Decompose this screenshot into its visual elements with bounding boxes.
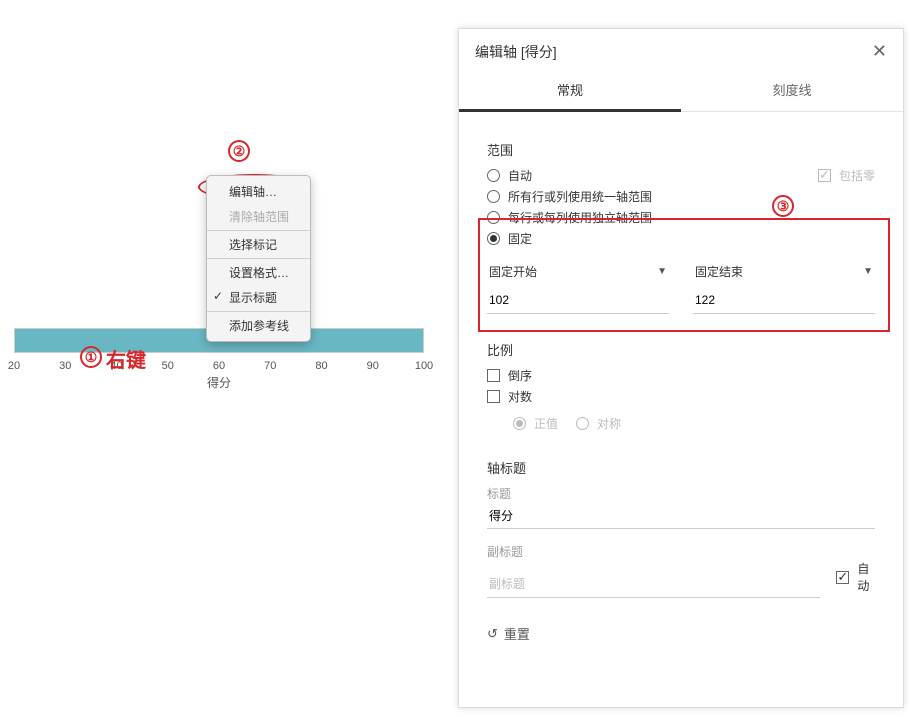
subtitle-field-label: 副标题	[487, 543, 875, 560]
menu-separator	[207, 311, 310, 312]
symmetric-radio	[576, 417, 589, 430]
axis-tick: 80	[315, 360, 327, 372]
range-auto-radio[interactable]	[487, 169, 500, 182]
annotation-rect-fixed	[478, 218, 890, 332]
menu-item-label: 选择标记	[229, 238, 277, 252]
subtitle-input[interactable]	[487, 571, 820, 598]
menu-separator	[207, 258, 310, 259]
reverse-checkbox[interactable]	[487, 369, 500, 382]
annotation-step-1: ①	[80, 346, 102, 368]
annotation-step-1-text: 右键	[106, 344, 146, 373]
tab-ticks[interactable]: 刻度线	[681, 70, 903, 111]
dialog-title: 编辑轴 [得分]	[475, 42, 557, 62]
annotation-step-2: ②	[228, 140, 250, 162]
edit-axis-dialog: 编辑轴 [得分] ✕ 常规 刻度线 范围 自动 包括零 所有行或列使用统一轴范围…	[458, 28, 904, 708]
subtitle-auto-label: 自动	[857, 560, 875, 594]
range-uniform-radio[interactable]	[487, 190, 500, 203]
menu-item[interactable]: ✓ 显示标题	[207, 285, 310, 310]
menu-item-label: 编辑轴…	[229, 185, 277, 199]
menu-item: 清除轴范围	[207, 204, 310, 229]
axis-tick: 30	[59, 360, 71, 372]
axis-title: 得分	[14, 374, 424, 391]
annotation-step-3: ③	[772, 195, 794, 217]
axis-tick: 60	[213, 360, 225, 372]
positive-radio	[513, 417, 526, 430]
axis-tick: 90	[367, 360, 379, 372]
menu-separator	[207, 230, 310, 231]
axis-tick: 100	[415, 360, 433, 372]
menu-item-label: 显示标题	[229, 291, 277, 305]
context-menu: 编辑轴… 清除轴范围选择标记设置格式… ✓ 显示标题添加参考线	[206, 175, 311, 342]
axis-tick: 70	[264, 360, 276, 372]
subtitle-auto-checkbox[interactable]	[836, 571, 849, 584]
title-field-label: 标题	[487, 485, 875, 502]
symmetric-label: 对称	[597, 415, 621, 432]
axis-tick: 50	[162, 360, 174, 372]
reset-button[interactable]: ↺ 重置	[487, 624, 875, 643]
range-uniform-label: 所有行或列使用统一轴范围	[508, 188, 652, 205]
menu-item[interactable]: 设置格式…	[207, 260, 310, 285]
scale-section-label: 比例	[487, 340, 875, 359]
log-label: 对数	[508, 388, 532, 405]
tab-general[interactable]: 常规	[459, 70, 681, 112]
menu-item[interactable]: 选择标记	[207, 232, 310, 257]
range-section-label: 范围	[487, 140, 875, 159]
title-input[interactable]	[487, 502, 875, 529]
menu-item-label: 设置格式…	[229, 266, 289, 280]
menu-item-label: 添加参考线	[229, 319, 289, 333]
menu-item-label: 清除轴范围	[229, 210, 289, 224]
reset-label: 重置	[504, 624, 530, 643]
check-icon: ✓	[213, 289, 223, 303]
reset-icon: ↺	[487, 626, 498, 642]
range-auto-label: 自动	[508, 167, 532, 184]
positive-label: 正值	[534, 415, 558, 432]
menu-item[interactable]: 添加参考线	[207, 313, 310, 338]
close-icon[interactable]: ✕	[872, 41, 887, 62]
include-zero-checkbox	[818, 169, 831, 182]
menu-item[interactable]: 编辑轴…	[207, 179, 310, 204]
reverse-label: 倒序	[508, 367, 532, 384]
axis-tick: 20	[8, 360, 20, 372]
axis-titles-section-label: 轴标题	[487, 458, 875, 477]
include-zero-label: 包括零	[839, 167, 875, 184]
log-checkbox[interactable]	[487, 390, 500, 403]
